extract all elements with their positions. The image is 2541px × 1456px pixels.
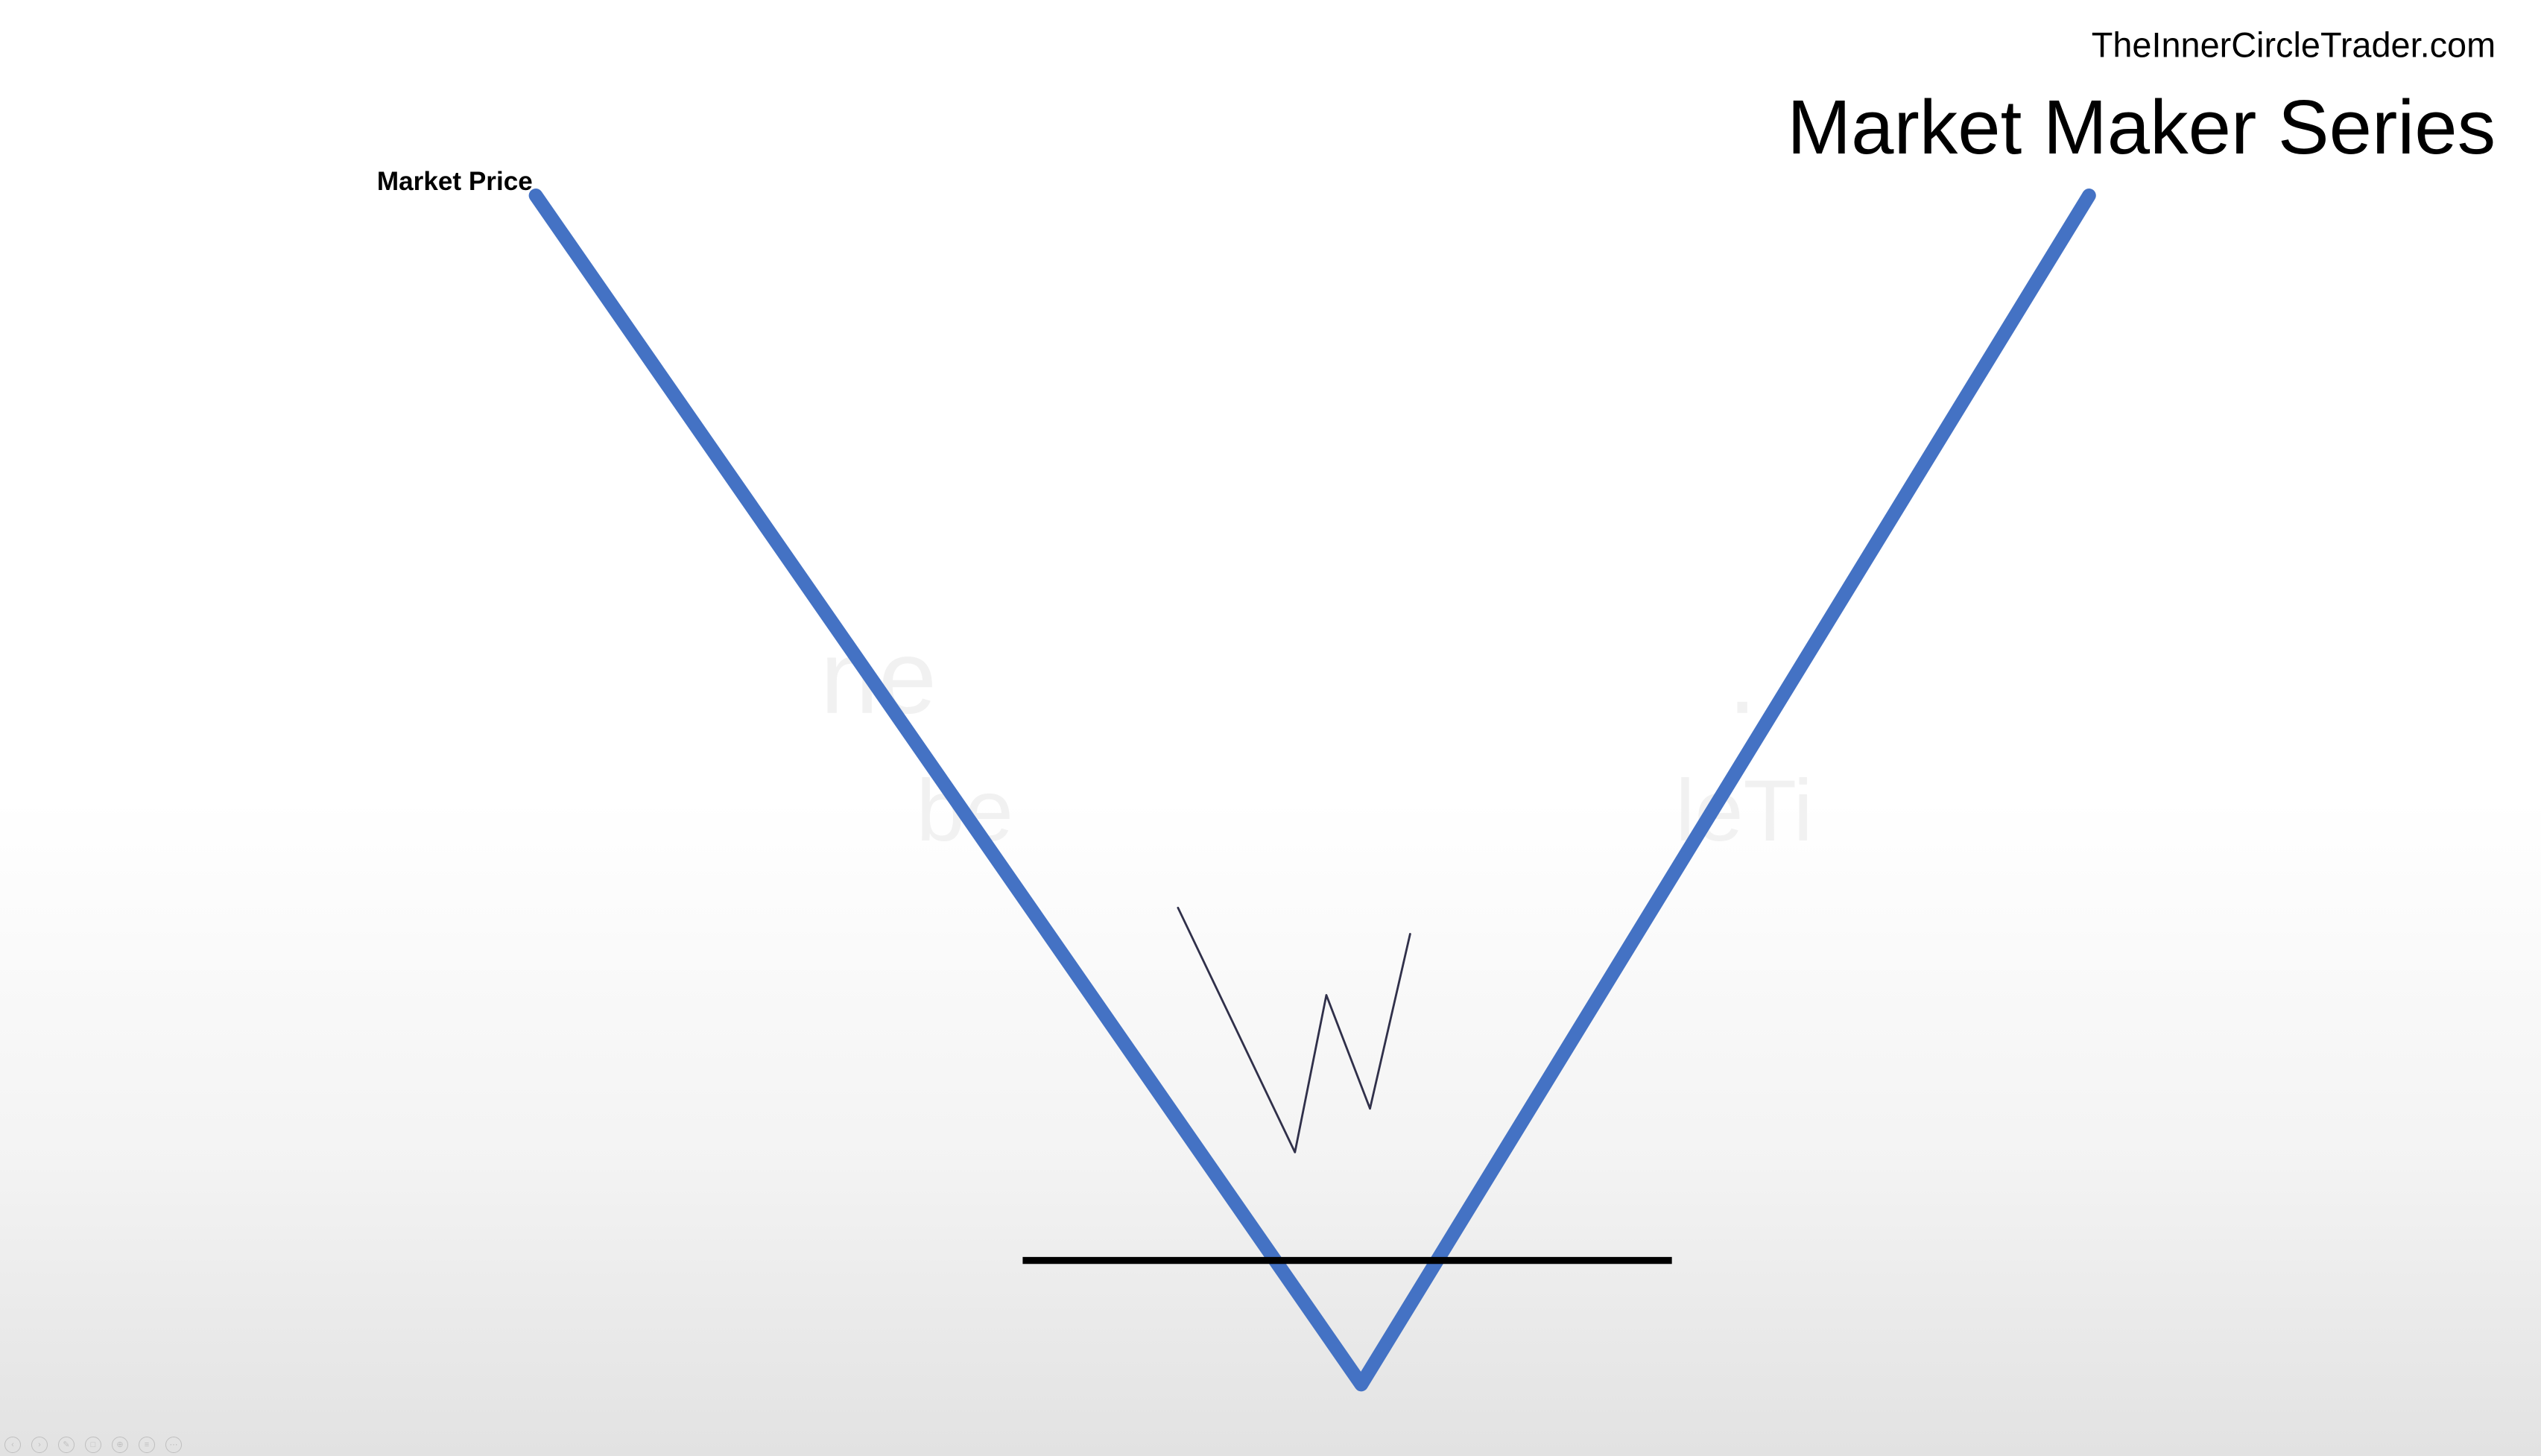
series-title: Market Maker Series <box>1787 83 2496 171</box>
toolbar-button-1[interactable]: › <box>31 1437 48 1453</box>
market-price-label: Market Price <box>377 167 533 197</box>
toolbar-button-5[interactable]: ≡ <box>139 1437 155 1453</box>
slide-canvas: ne be leTi . TheInnerCircleTrader.com Ma… <box>0 0 2541 1456</box>
toolbar-button-6[interactable]: ⋯ <box>165 1437 182 1453</box>
price-v-line <box>536 195 2089 1384</box>
toolbar-button-0[interactable]: ‹ <box>4 1437 21 1453</box>
toolbar-button-2[interactable]: ✎ <box>58 1437 75 1453</box>
site-url: TheInnerCircleTrader.com <box>2092 25 2496 65</box>
w-sketch <box>1178 908 1410 1152</box>
diagram-svg <box>0 0 2541 1456</box>
toolbar-button-3[interactable]: □ <box>85 1437 101 1453</box>
toolbar-button-4[interactable]: ⊕ <box>112 1437 128 1453</box>
presenter-toolbar: ‹ › ✎ □ ⊕ ≡ ⋯ <box>0 1434 186 1456</box>
